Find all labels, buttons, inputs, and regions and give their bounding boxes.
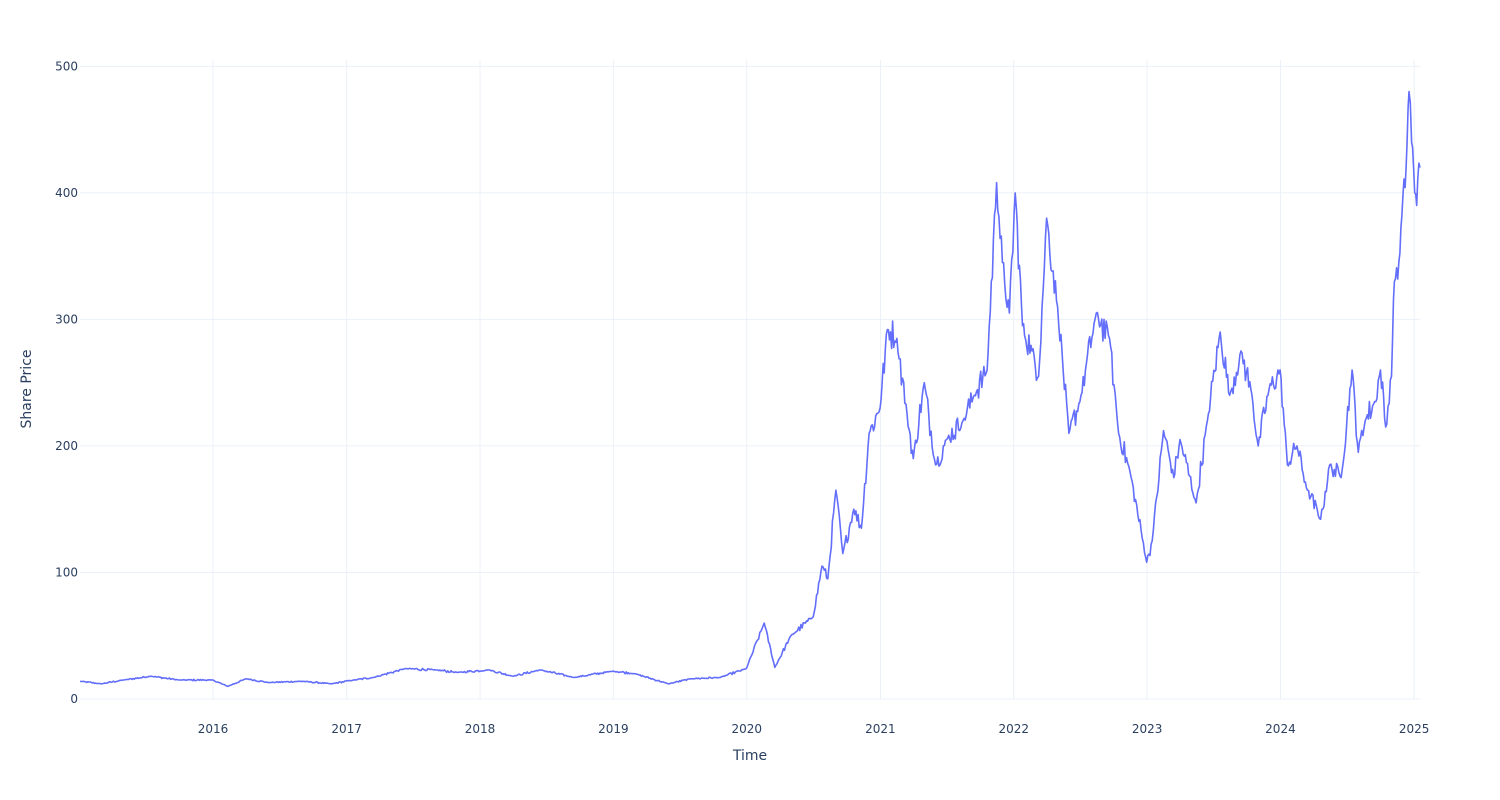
x-tick-label: 2017: [331, 722, 362, 736]
chart-grid: [80, 60, 1420, 700]
x-tick-label: 2022: [998, 722, 1029, 736]
plot-area: [79, 90, 1421, 688]
x-tick-label: 2025: [1399, 722, 1430, 736]
y-tick-label: 300: [55, 312, 78, 326]
y-tick-label: 400: [55, 186, 78, 200]
x-axis-title: Time: [732, 748, 767, 764]
y-axis-tick-labels: 0 100 200 300 400 500: [55, 59, 78, 706]
x-tick-label: 2023: [1132, 722, 1163, 736]
x-tick-label: 2019: [598, 722, 629, 736]
x-tick-label: 2016: [198, 722, 229, 736]
x-tick-label: 2024: [1265, 722, 1296, 736]
y-tick-label: 500: [55, 59, 78, 73]
x-tick-label: 2020: [731, 722, 762, 736]
x-tick-label: 2018: [465, 722, 496, 736]
x-tick-label: 2021: [865, 722, 896, 736]
y-tick-label: 0: [70, 692, 78, 706]
price-series-line: [79, 90, 1421, 688]
y-tick-label: 200: [55, 439, 78, 453]
x-axis-tick-labels: 2016 2017 2018 2019 2020 2021 2022 2023 2024 2025: [198, 722, 1430, 736]
y-tick-label: 100: [55, 565, 78, 579]
y-axis-title: Share Price: [19, 349, 35, 428]
